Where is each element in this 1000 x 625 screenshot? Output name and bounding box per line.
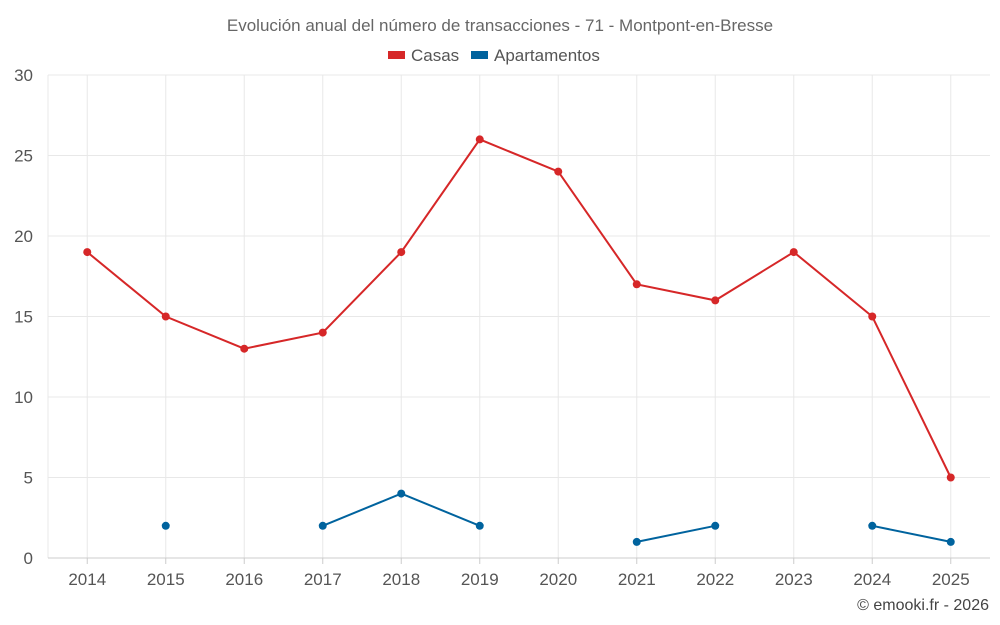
apartamentos-point: [632, 537, 641, 546]
casas-point: [632, 280, 641, 289]
casas-point: [318, 328, 327, 337]
casas-point: [83, 248, 92, 257]
casas-point: [554, 167, 563, 176]
x-tick-label: 2022: [696, 570, 734, 589]
y-tick-label: 0: [24, 549, 33, 568]
credit-text: © emooki.fr - 2026: [857, 597, 989, 614]
y-tick-label: 20: [14, 227, 33, 246]
y-tick-label: 25: [14, 147, 33, 166]
y-axis: 0 5 10 15 20 25 30: [14, 66, 33, 568]
y-tick-label: 5: [24, 469, 33, 488]
apartamentos-point: [397, 489, 406, 498]
casas-point: [161, 312, 170, 321]
apartamentos-point: [161, 521, 170, 530]
casas-point: [240, 344, 249, 353]
legend: Casas Apartamentos: [388, 46, 600, 65]
apartamentos-series-line: [872, 524, 951, 543]
x-axis: 2014 2015 2016 2017 2018 2019 2020 2021 2022 2023…: [48, 557, 990, 589]
apartamentos-point: [868, 521, 877, 530]
casas-point: [711, 296, 720, 305]
apartamentos-point: [318, 521, 327, 530]
apartamentos-series-line: [636, 524, 716, 543]
x-tick-label: 2017: [304, 570, 342, 589]
apartamentos-point: [711, 521, 720, 530]
x-tick-label: 2015: [147, 570, 185, 589]
x-tick-label: 2019: [461, 570, 499, 589]
x-tick-label: 2023: [775, 570, 813, 589]
apartamentos-point: [946, 537, 955, 546]
apartamentos-legend-swatch: [471, 51, 488, 59]
x-tick-label: 2021: [618, 570, 656, 589]
series-layer: [83, 135, 955, 546]
casas-point: [789, 248, 798, 257]
y-tick-label: 30: [14, 66, 33, 85]
x-tick-label: 2024: [853, 570, 891, 589]
casas-point: [475, 135, 484, 144]
x-tick-label: 2025: [932, 570, 970, 589]
apartamentos-legend-label: Apartamentos: [494, 46, 600, 65]
apartamentos-point: [475, 521, 484, 530]
chart-title: Evolución anual del número de transaccio…: [227, 16, 773, 35]
y-tick-label: 15: [14, 308, 33, 327]
x-tick-label: 2018: [382, 570, 420, 589]
casas-legend-label: Casas: [411, 46, 459, 65]
casas-legend-swatch: [388, 51, 405, 59]
y-tick-label: 10: [14, 388, 33, 407]
casas-point: [397, 248, 406, 257]
casas-point: [946, 473, 955, 482]
casas-point: [868, 312, 877, 321]
x-tick-label: 2014: [68, 570, 106, 589]
casas-series-line: [86, 138, 952, 478]
grid-lines: [47, 74, 990, 558]
x-tick-label: 2016: [225, 570, 263, 589]
x-tick-label: 2020: [539, 570, 577, 589]
